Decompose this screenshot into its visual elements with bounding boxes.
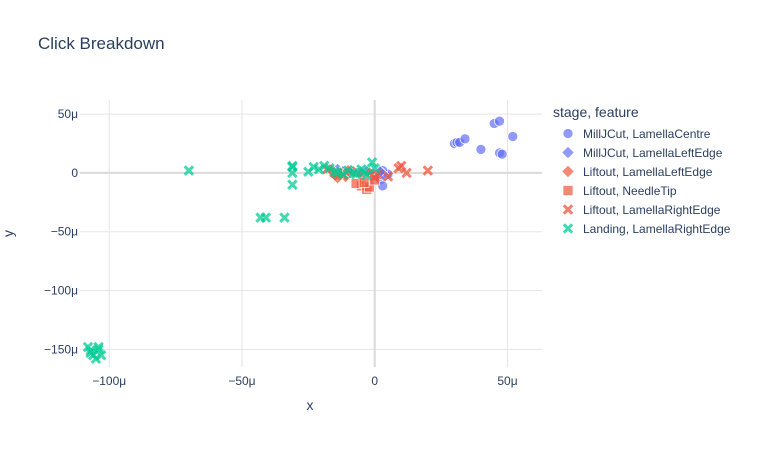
data-point[interactable] (459, 133, 471, 145)
data-point[interactable] (366, 157, 378, 168)
x-axis-label: x (307, 397, 314, 413)
y-tick-label: −50μ (51, 225, 78, 239)
legend-item[interactable]: Landing, LamellaRightEdge (553, 219, 730, 238)
data-point[interactable] (369, 162, 380, 174)
legend-item[interactable]: MillJCut, LamellaLeftEdge (553, 143, 730, 162)
legend-symbol-icon (562, 204, 574, 215)
data-point[interactable] (507, 131, 519, 142)
legend-label: Liftout, NeedleTip (583, 183, 677, 198)
data-point[interactable] (93, 341, 104, 353)
x-tick-label: 50μ (497, 374, 517, 388)
data-point[interactable] (401, 167, 412, 179)
legend-label: MillJCut, LamellaLeftEdge (583, 145, 723, 160)
data-point[interactable] (475, 144, 487, 155)
legend-marker (562, 223, 574, 234)
data-point[interactable] (95, 349, 107, 361)
legend-marker (562, 185, 574, 196)
legend-symbol-icon (561, 164, 575, 179)
series-group (350, 174, 381, 195)
legend-marker (561, 145, 575, 160)
y-tick-label: 0 (71, 166, 78, 180)
y-tick-label: 50μ (58, 107, 78, 121)
data-point[interactable] (287, 160, 298, 172)
data-point[interactable] (287, 179, 298, 190)
x-tick-label: −100μ (92, 374, 126, 388)
y-tick-label: −150μ (44, 342, 78, 356)
x-tick-label: 0 (371, 374, 378, 388)
data-point[interactable] (361, 170, 373, 181)
legend-symbol-icon (562, 185, 574, 196)
data-point[interactable] (496, 148, 508, 160)
data-point[interactable] (382, 171, 394, 182)
y-tick-label: −100μ (44, 284, 78, 298)
x-tick-label: −50μ (228, 374, 255, 388)
data-point[interactable] (494, 115, 505, 127)
legend-title: stage, feature (553, 104, 639, 120)
data-point[interactable] (279, 212, 290, 223)
legend-item[interactable]: Liftout, NeedleTip (553, 181, 730, 200)
chart-title: Click Breakdown (38, 34, 165, 53)
legend-symbol-icon (562, 128, 574, 139)
legend: stage, feature MillJCut, LamellaCentre Mi… (553, 104, 730, 238)
data-point[interactable] (85, 345, 96, 356)
legend-label: MillJCut, LamellaCentre (583, 126, 711, 141)
legend-item[interactable]: Liftout, LamellaLeftEdge (553, 162, 730, 181)
legend-label: Liftout, LamellaRightEdge (583, 202, 721, 217)
data-point[interactable] (372, 168, 383, 180)
series-group (82, 157, 380, 365)
data-point[interactable] (260, 212, 272, 223)
legend-symbol-icon (562, 223, 574, 234)
legend-item[interactable]: Liftout, LamellaRightEdge (553, 200, 730, 219)
legend-symbol-icon (561, 145, 575, 160)
y-axis-label: y (0, 230, 16, 237)
legend-marker (561, 164, 575, 179)
legend-item[interactable]: MillJCut, LamellaCentre (553, 124, 730, 143)
legend-label: Landing, LamellaRightEdge (583, 221, 731, 236)
data-point[interactable] (377, 180, 389, 192)
legend-label: Liftout, LamellaLeftEdge (583, 164, 713, 179)
data-point[interactable] (183, 165, 195, 176)
legend-marker (562, 128, 574, 139)
legend-marker (562, 204, 574, 215)
data-point[interactable] (422, 165, 434, 176)
